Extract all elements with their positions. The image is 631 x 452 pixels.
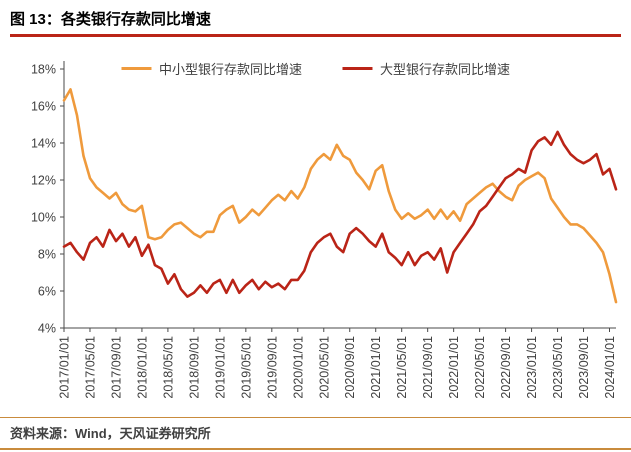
y-tick-label: 14% (31, 136, 56, 150)
legend-label-small-medium-banks: 中小型银行存款同比增速 (158, 61, 302, 77)
y-tick-label: 12% (31, 173, 56, 187)
x-tick-label: 2019/09/01 (265, 335, 279, 398)
title-underline (10, 34, 621, 37)
footer-divider-bottom (0, 448, 631, 450)
x-tick-label: 2020/09/01 (343, 335, 357, 398)
chart-canvas: 4% 6% 8% 10% 12% 14% 16% 18% 2017/01/01 2017/05/0… (31, 60, 618, 398)
y-tick-label: 10% (31, 210, 56, 224)
x-tick-label: 2023/09/01 (577, 335, 591, 398)
x-tick-label: 2021/09/01 (421, 335, 435, 398)
figure-title: 图 13：各类银行存款同比增速 (10, 11, 211, 28)
y-tick-label: 16% (31, 99, 56, 113)
series-line-0 (62, 87, 618, 303)
figure-header: 图 13：各类银行存款同比增速 (0, 0, 631, 37)
x-tick-label: 2021/01/01 (369, 335, 383, 398)
chart-legend: 中小型银行存款同比增速 大型银行存款同比增速 (120, 59, 510, 78)
y-tick-label: 6% (38, 284, 56, 298)
x-tick-label: 2017/01/01 (58, 335, 72, 398)
x-tick-label: 2023/05/01 (551, 335, 565, 398)
x-tick-label: 2018/01/01 (135, 335, 149, 398)
line-chart: 中小型银行存款同比增速 大型银行存款同比增速 4% 6% 8% 10% 12% 14% 16… (0, 37, 631, 417)
x-tick-label: 2020/05/01 (317, 335, 331, 398)
legend-line-sample-orange-icon (120, 66, 151, 70)
legend-line-sample-red-icon (342, 66, 372, 70)
x-tick-label: 2022/05/01 (473, 335, 487, 398)
footer-divider-top (0, 416, 631, 418)
source-note: 资料来源：Wind，天风证券研究所 (10, 426, 211, 441)
x-tick-label: 2018/05/01 (161, 335, 175, 398)
legend-item-large-banks: 大型银行存款同比增速 (342, 59, 510, 78)
y-tick-label: 8% (38, 247, 56, 261)
y-tick-label: 4% (38, 321, 56, 335)
x-tick-label: 2023/01/01 (525, 335, 539, 398)
x-tick-label: 2019/05/01 (239, 335, 253, 398)
x-tick-label: 2024/01/01 (603, 335, 617, 398)
y-tick-label: 18% (31, 62, 56, 76)
x-tick-label: 2018/09/01 (187, 335, 201, 398)
figure-footer: 资料来源：Wind，天风证券研究所 (0, 416, 631, 452)
x-tick-label: 2022/01/01 (447, 335, 461, 398)
x-tick-label: 2020/01/01 (291, 335, 305, 398)
x-tick-label: 2022/09/01 (499, 335, 513, 398)
x-tick-label: 2019/01/01 (213, 335, 227, 398)
series-line-1 (62, 130, 618, 298)
x-tick-label: 2017/09/01 (109, 335, 123, 398)
legend-item-small-medium-banks: 中小型银行存款同比增速 (120, 59, 302, 78)
legend-label-large-banks: 大型银行存款同比增速 (380, 61, 511, 77)
x-tick-label: 2021/05/01 (395, 335, 409, 398)
x-tick-label: 2017/05/01 (83, 335, 97, 398)
